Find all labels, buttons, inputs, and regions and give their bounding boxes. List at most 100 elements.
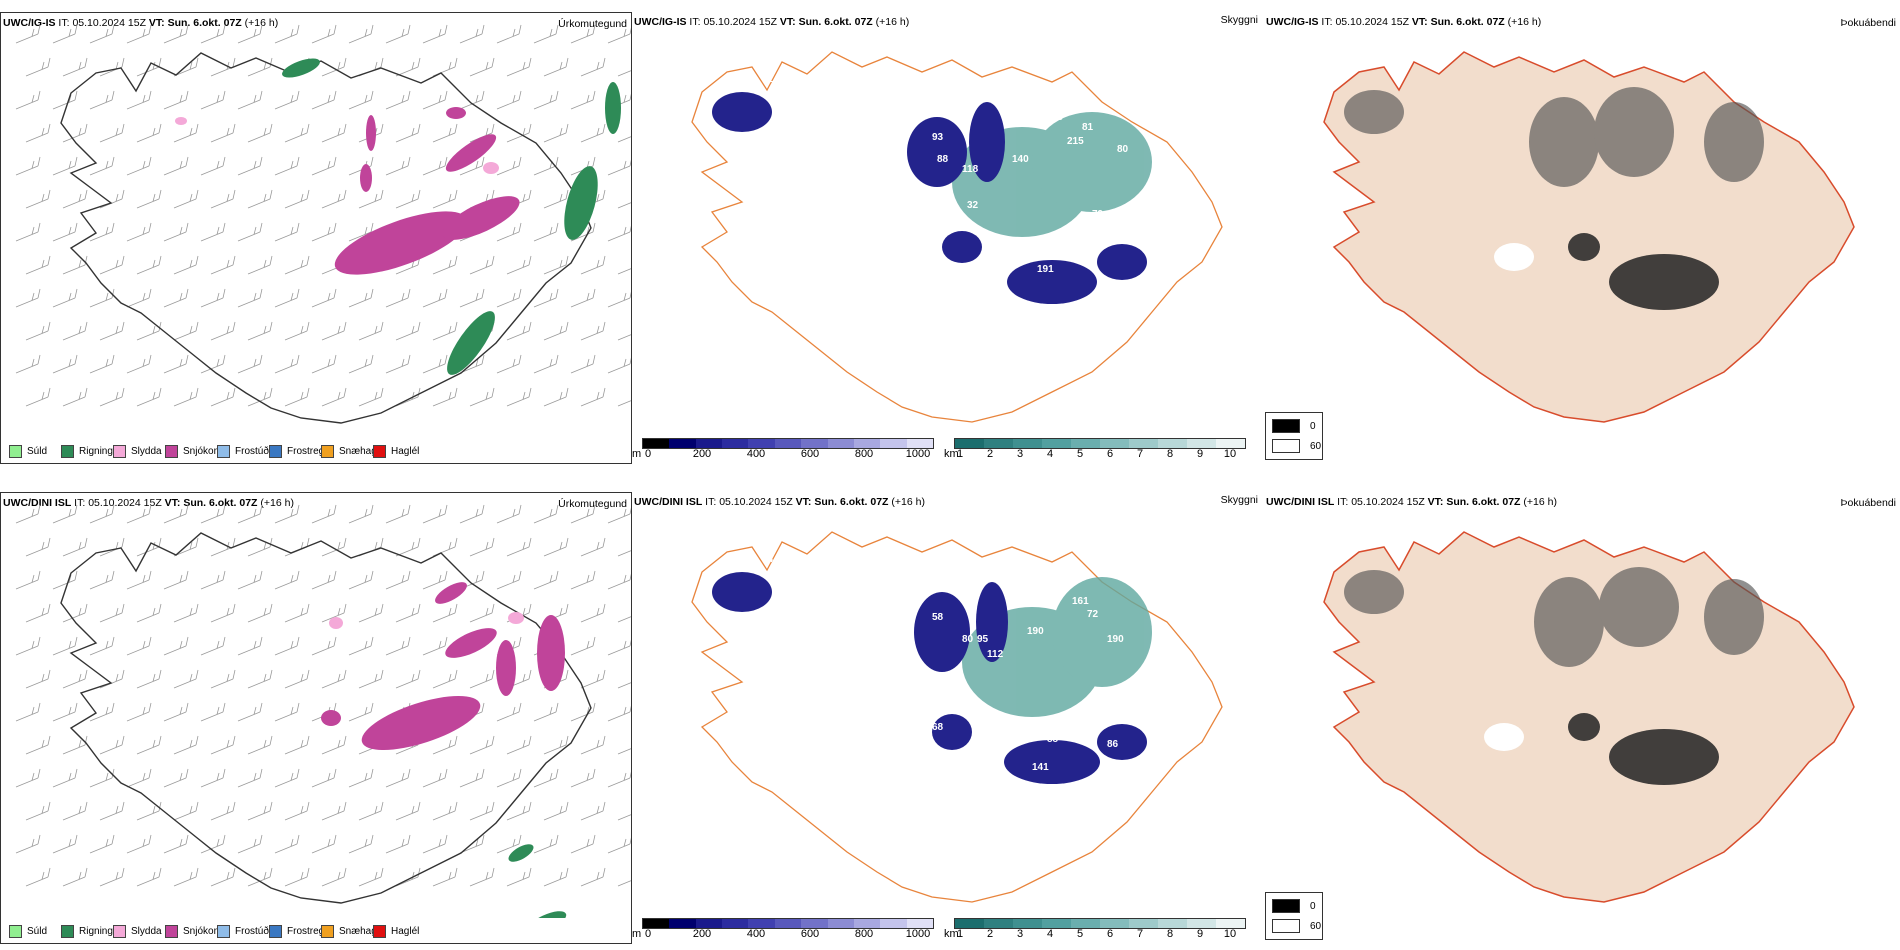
wind-barb-icon (284, 735, 310, 755)
wind-barb-icon (25, 321, 51, 341)
wind-barb-icon (617, 70, 631, 77)
cloud-base-tick-label: 400 (746, 928, 766, 940)
wind-barb-icon (274, 156, 300, 176)
visibility-colorbar (954, 438, 1246, 449)
wind-barb-icon (52, 834, 78, 854)
fog-scale-item: 0 (1272, 899, 1316, 913)
wind-barb-icon (358, 189, 384, 209)
visibility-color-cell (984, 919, 1013, 928)
row1-cloud-map: 61 99 95 93 118 88 140 30 215 81 80 328 32 79 72 76 74 16… (691, 51, 1223, 423)
wind-barb-icon (163, 222, 189, 242)
cloud-base-value-label: 81 (1082, 122, 1094, 133)
wind-barb-icon (348, 702, 374, 722)
cloud-base-color-cell (906, 919, 933, 928)
wind-barb-icon (210, 321, 236, 341)
wind-barb-icon (311, 156, 337, 176)
row2-cloud-title: Skyggni (1220, 494, 1258, 506)
wind-barb-icon (459, 90, 485, 110)
cloud-base-color-cell (827, 439, 854, 448)
wind-barb-icon (62, 801, 88, 821)
wind-barb-icon (395, 801, 421, 821)
cloud-base-color-cell (880, 919, 907, 928)
cloud-base-value-label: 67 (1112, 714, 1124, 725)
wind-barb-icon (173, 603, 199, 623)
wind-barb-icon (136, 123, 162, 143)
wind-barb-icon (136, 669, 162, 689)
cloud-base-color-cell (801, 439, 828, 448)
cloud-base-color-cell (722, 919, 749, 928)
wind-barb-icon (311, 222, 337, 242)
wind-barb-icon (533, 354, 559, 374)
cloud-base-value-label: 80 (1117, 144, 1129, 155)
wind-barb-icon (163, 834, 189, 854)
cloud-base-color-cell (853, 919, 881, 928)
visibility-color-cell (1100, 439, 1129, 448)
wind-barb-icon (580, 537, 606, 557)
precip-legend-label: Súld (27, 446, 48, 457)
cloud-base-value-label: 191 (1037, 264, 1054, 275)
cloud-base-color-cell (669, 919, 696, 928)
visibility-tick-label: 7 (1136, 928, 1144, 940)
wind-barb-icon (358, 867, 384, 887)
visibility-scale: km 1 2 3 4 5 6 7 8 9 10 (944, 918, 1254, 940)
precip-legend-item: Slydda (113, 925, 162, 938)
precip-legend-swatch (61, 445, 74, 458)
visibility-tick-label: 1 (956, 448, 964, 460)
wind-barb-icon (580, 387, 606, 407)
wind-barb-icon (99, 537, 125, 557)
visibility-color-cell (1129, 439, 1158, 448)
wind-barb-icon (126, 222, 152, 242)
wind-barb-icon (274, 24, 300, 44)
wind-barb-icon (274, 768, 300, 788)
wind-barb-icon (200, 504, 226, 524)
cloud-base-value-label: 61 (762, 74, 774, 85)
wind-barb-icon (237, 504, 263, 524)
cloud-base-color-cell (643, 919, 670, 928)
fog-swatch-white (1272, 439, 1300, 453)
wind-barb-icon (136, 321, 162, 341)
visibility-tick-label: 9 (1196, 448, 1204, 460)
wind-barb-icon (385, 504, 411, 524)
cloud-base-value-label: 54 (762, 554, 774, 565)
cloud-base-unit: m (632, 448, 642, 460)
wind-barb-icon (247, 189, 273, 209)
wind-barb-icon (570, 24, 596, 44)
wind-barb-icon (385, 156, 411, 176)
wind-barb-icon (496, 90, 522, 110)
wind-barb-icon (274, 636, 300, 656)
visibility-unit: km (944, 448, 959, 460)
cloud-base-value-label: 88 (937, 154, 949, 165)
wind-barb-icon (617, 550, 631, 557)
precip-legend-item: Frostúði (217, 925, 271, 938)
wind-barb-icon (496, 222, 522, 242)
wind-barb-icon (173, 57, 199, 77)
row2-fog-title: Þokuábendi (1840, 497, 1896, 509)
precip-legend-label: Rigning (79, 926, 113, 937)
wind-barb-icon (25, 387, 51, 407)
precip-legend-swatch (165, 445, 178, 458)
wind-barb-icon (62, 867, 88, 887)
wind-barb-icon (247, 321, 273, 341)
wind-barb-icon (284, 189, 310, 209)
wind-barb-icon (126, 570, 152, 590)
wind-barb-icon (432, 801, 458, 821)
row1-cloud-panel: UWC/IG-IS IT: 05.10.2024 15Z VT: Sun. 6.… (632, 12, 1262, 462)
wind-barb-icon (496, 288, 522, 308)
wind-barb-icon (348, 636, 374, 656)
wind-barb-icon (62, 387, 88, 407)
visibility-tick-label: 6 (1106, 448, 1114, 460)
precip-legend-label: Haglél (391, 446, 420, 457)
wind-barb-icon (395, 123, 421, 143)
wind-barb-icon (136, 537, 162, 557)
wind-barb-icon (311, 90, 337, 110)
cloud-base-value-label: 140 (1012, 154, 1029, 165)
precip-legend-item: Súld (9, 925, 47, 938)
cloud-base-color-cell (774, 439, 802, 448)
precip-legend-label: Snæhagl (339, 926, 380, 937)
wind-barb-icon (173, 255, 199, 275)
wind-barb-icon (15, 834, 41, 854)
wind-barb-icon (52, 570, 78, 590)
wind-barb-icon (607, 507, 631, 524)
wind-barb-icon (126, 24, 152, 44)
cloud-base-value-label: 79 (1092, 209, 1104, 220)
